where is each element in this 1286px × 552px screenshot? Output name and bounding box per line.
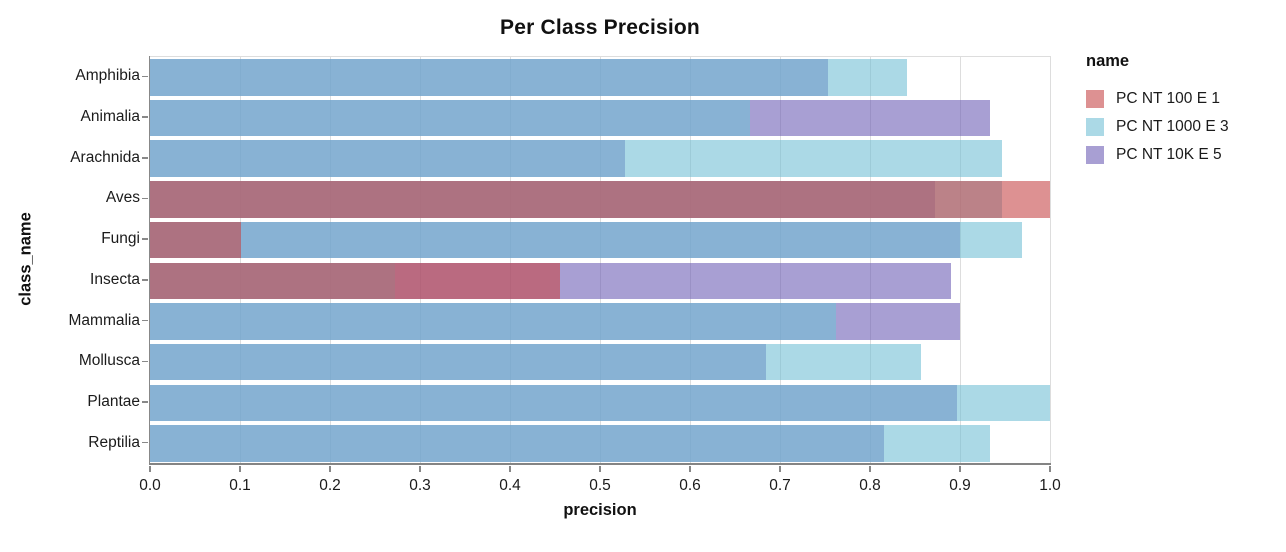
legend-title: name	[1086, 52, 1130, 70]
bar-fungi-pc-nt-100-e-1	[150, 221, 241, 259]
y-tick-amphibia	[142, 75, 148, 78]
y-tick-insecta	[142, 279, 148, 281]
gridline-0.7	[779, 57, 781, 464]
legend-swatch-icon	[1086, 90, 1104, 108]
y-tick-label-amphibia: Amphibia	[75, 67, 140, 85]
bar-amphibia-pc-nt-1000-e-3	[150, 59, 907, 96]
plot-area	[150, 56, 1051, 464]
x-tick-0.3	[419, 466, 421, 472]
x-tick-0.4	[509, 466, 511, 472]
x-tick-label-0.1: 0.1	[229, 477, 251, 494]
bar-row-mollusca	[150, 343, 1050, 381]
bar-row-arachnida	[150, 140, 1050, 177]
y-axis-title: class_name	[16, 212, 35, 306]
gridline-1.0	[1049, 57, 1051, 464]
x-tick-label-1.0: 1.0	[1039, 477, 1061, 494]
bar-row-plantae	[150, 384, 1050, 422]
x-tick-label-0.7: 0.7	[769, 477, 791, 494]
legend-label: PC NT 10K E 5	[1116, 146, 1222, 163]
bar-row-reptilia	[150, 425, 1050, 462]
y-tick-label-mammalia: Mammalia	[68, 311, 140, 329]
y-tick-label-reptilia: Reptilia	[88, 433, 140, 451]
x-tick-0.1	[239, 466, 241, 472]
y-axis-line	[148, 56, 150, 463]
y-tick-label-arachnida: Arachnida	[70, 148, 140, 166]
x-tick-0.0	[149, 466, 151, 472]
gridline-0.1	[239, 57, 241, 464]
y-tick-label-insecta: Insecta	[90, 270, 140, 288]
x-tick-0.8	[869, 466, 871, 472]
x-tick-label-0.8: 0.8	[859, 477, 881, 494]
x-tick-0.2	[329, 466, 331, 472]
x-axis-line	[149, 463, 1051, 465]
y-tick-plantae	[142, 401, 148, 403]
bar-row-fungi	[150, 221, 1050, 259]
bar-row-insecta	[150, 262, 1050, 299]
legend-label: PC NT 1000 E 3	[1116, 118, 1229, 135]
y-tick-label-aves: Aves	[105, 189, 140, 207]
x-tick-label-0.2: 0.2	[319, 477, 341, 494]
gridline-0.8	[869, 57, 871, 464]
bar-row-aves	[150, 181, 1050, 218]
legend: name PC NT 100 E 1 PC NT 1000 E 3 PC NT 10…	[1086, 52, 1229, 164]
x-tick-0.7	[779, 466, 781, 472]
y-tick-mammalia	[142, 319, 148, 322]
legend-item-pc-nt-100-e-1: PC NT 100 E 1	[1086, 90, 1276, 108]
chart-title: Per Class Precision	[500, 16, 700, 39]
y-tick-arachnida	[142, 157, 148, 159]
bar-row-animalia	[150, 99, 1050, 137]
x-axis-title: precision	[563, 501, 637, 519]
legend-swatch-icon	[1086, 118, 1104, 136]
bar-insecta-pc-nt-100-e-1	[150, 262, 561, 299]
gridline-0.3	[419, 57, 421, 464]
bar-row-mammalia	[150, 303, 1050, 340]
legend-item-pc-nt-1000-e-3: PC NT 1000 E 3	[1086, 118, 1276, 136]
y-tick-aves	[142, 197, 148, 200]
gridline-0.9	[959, 57, 961, 464]
gridline-0.4	[509, 57, 511, 464]
bar-plantae-pc-nt-1000-e-3	[150, 384, 1050, 422]
gridline-0.2	[329, 57, 331, 464]
y-tick-label-animalia: Animalia	[80, 108, 140, 126]
gridline-0.6	[689, 57, 691, 464]
bar-row-amphibia	[150, 59, 1050, 96]
bar-fungi-pc-nt-1000-e-3	[150, 221, 1023, 259]
y-tick-reptilia	[142, 441, 148, 444]
bar-arachnida-pc-nt-1000-e-3	[150, 140, 1003, 177]
y-tick-label-mollusca: Mollusca	[78, 352, 140, 370]
x-tick-0.9	[959, 466, 961, 472]
bar-aves-pc-nt-100-e-1	[150, 181, 1050, 218]
legend-swatch-icon	[1086, 146, 1104, 164]
x-tick-label-0.0: 0.0	[139, 477, 161, 494]
y-tick-mollusca	[142, 360, 148, 362]
x-tick-label-0.4: 0.4	[499, 477, 521, 494]
bar-reptilia-pc-nt-1000-e-3	[150, 425, 990, 462]
bar-mammalia-pc-nt-1000-e-3	[150, 303, 836, 340]
legend-label: PC NT 100 E 1	[1116, 90, 1220, 107]
y-tick-fungi	[142, 238, 148, 240]
x-tick-label-0.9: 0.9	[949, 477, 971, 494]
gridline-0.5	[599, 57, 601, 464]
y-tick-label-plantae: Plantae	[87, 392, 140, 410]
x-tick-0.6	[689, 466, 691, 472]
x-tick-label-0.6: 0.6	[679, 477, 701, 494]
bar-mollusca-pc-nt-1000-e-3	[150, 343, 922, 381]
x-tick-0.5	[599, 466, 601, 472]
x-tick-label-0.3: 0.3	[409, 477, 431, 494]
y-tick-label-fungi: Fungi	[101, 230, 140, 248]
x-tick-label-0.5: 0.5	[589, 477, 611, 494]
x-tick-1.0	[1049, 466, 1051, 472]
bar-animalia-pc-nt-1000-e-3	[150, 99, 751, 137]
y-tick-animalia	[142, 116, 148, 118]
legend-item-pc-nt-10k-e-5: PC NT 10K E 5	[1086, 146, 1276, 164]
